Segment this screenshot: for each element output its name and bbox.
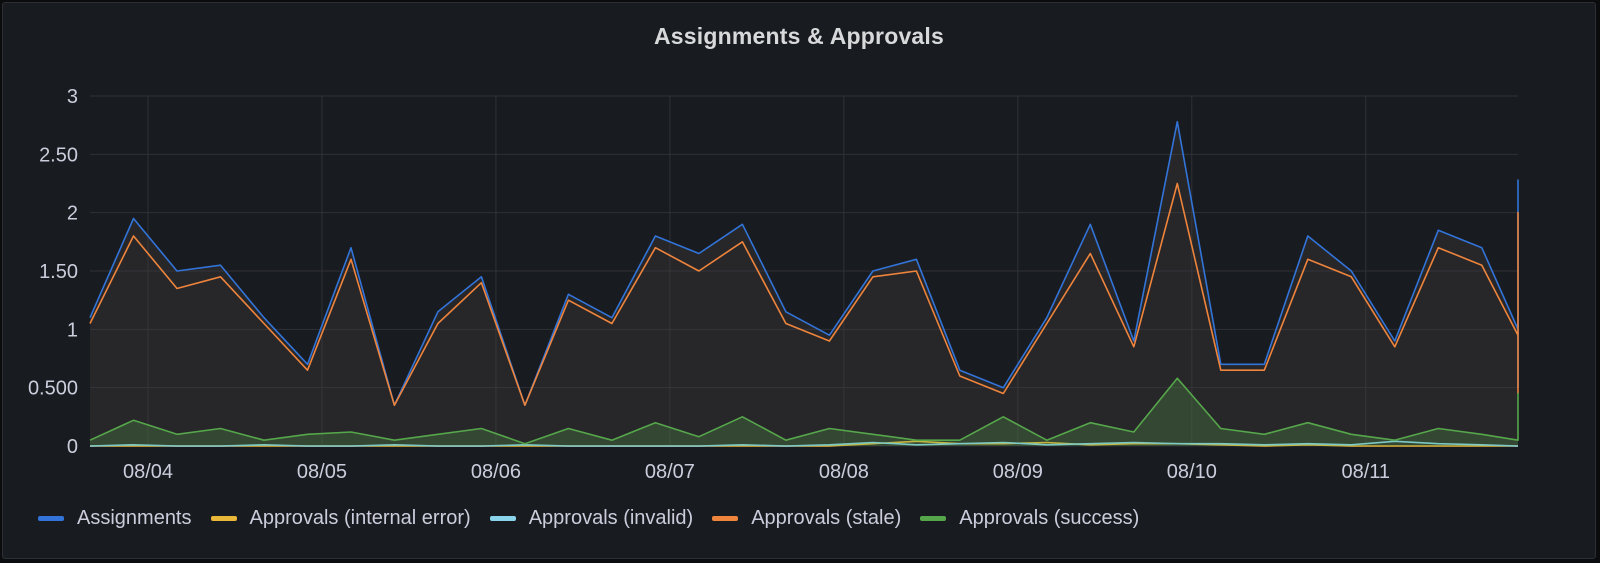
x-axis-labels: 08/04 08/05 08/06 08/07 08/08 08/09 08/10 08/11 [123, 461, 1390, 483]
series-fill-approvals-success [90, 378, 1518, 446]
legend-label: Assignments [77, 506, 192, 529]
series-area-assignments [90, 121, 1518, 446]
y-tick-label: 2 [67, 203, 78, 225]
x-tick-label: 08/06 [471, 461, 521, 483]
legend-item-approvals-success[interactable]: Approvals (success) [920, 507, 1139, 530]
series-line-approvals-success[interactable] [89, 377, 1519, 445]
legend-label: Approvals (stale) [751, 506, 902, 529]
x-tick-label: 08/07 [645, 461, 695, 483]
y-tick-label: 0.500 [28, 378, 78, 400]
legend-item-approvals-stale[interactable]: Approvals (stale) [712, 507, 901, 530]
x-tick-label: 08/11 [1341, 461, 1390, 483]
x-tick-label: 08/05 [297, 461, 347, 483]
x-tick-label: 08/10 [1167, 461, 1217, 483]
legend-swatch [920, 515, 947, 521]
y-tick-label: 1.50 [39, 261, 78, 283]
x-tick-label: 08/04 [123, 461, 173, 483]
legend-item-approvals-internal-error[interactable]: Approvals (internal error) [210, 506, 471, 530]
legend-item-approvals-invalid[interactable]: Approvals (invalid) [489, 506, 694, 530]
legend-label: Approvals (internal error) [249, 506, 471, 529]
y-axis-labels: 0 0.500 1 1.50 2 2.50 3 [28, 86, 78, 458]
legend-label: Approvals (invalid) [528, 506, 694, 529]
x-tick-label: 08/08 [819, 461, 869, 483]
legend-swatch [712, 515, 739, 521]
y-tick-label: 3 [67, 86, 78, 108]
legend-swatch [38, 515, 64, 521]
legend-swatch [489, 515, 516, 521]
series-line-approvals-invalid[interactable] [89, 440, 1519, 447]
x-tick-label: 08/09 [993, 461, 1043, 483]
legend-item-assignments[interactable]: Assignments [38, 507, 192, 530]
legend-label: Approvals (success) [959, 506, 1140, 529]
series-layer [89, 120, 1519, 447]
legend: Assignments Approvals (internal error) App… [38, 503, 1158, 533]
y-tick-label: 2.50 [39, 144, 78, 166]
y-tick-label: 1 [67, 319, 78, 341]
panel-title: Assignments & Approvals [653, 23, 945, 49]
series-line-approvals-stale[interactable] [89, 182, 1519, 406]
legend-swatch [210, 515, 237, 521]
y-tick-label: 0 [67, 436, 78, 458]
